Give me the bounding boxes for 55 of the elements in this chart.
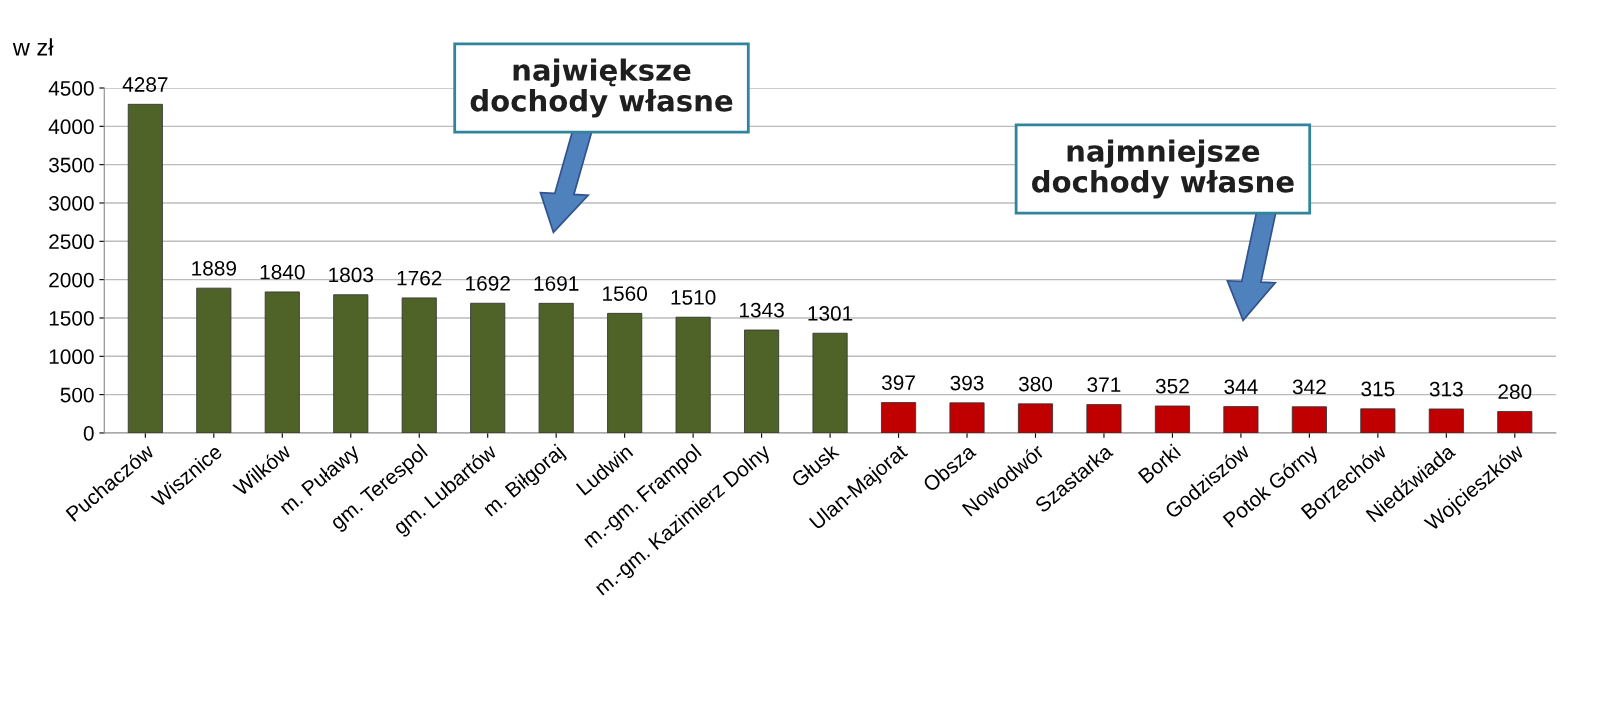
data-label: 1510 — [671, 290, 716, 305]
data-label: 352 — [1155, 378, 1189, 394]
data-label: 380 — [1018, 376, 1053, 392]
data-label: 397 — [881, 375, 915, 391]
data-label: 1691 — [534, 276, 579, 291]
data-label: 1889 — [192, 260, 236, 276]
data-label: 1840 — [260, 264, 305, 280]
data-label: 1762 — [397, 270, 442, 286]
y-tick-label: 1000 — [49, 349, 94, 365]
data-label: 393 — [950, 375, 984, 391]
bar — [1086, 404, 1122, 433]
y-axis-title: w zł — [12, 38, 54, 56]
bar — [949, 402, 985, 433]
data-label: 1803 — [329, 267, 374, 283]
y-tick-label: 4500 — [48, 81, 94, 96]
y-tick-label: 3000 — [48, 195, 94, 211]
bar — [127, 103, 163, 433]
data-label: 313 — [1429, 381, 1463, 397]
y-tick-label: 0 — [83, 425, 94, 441]
bar — [1017, 403, 1054, 433]
data-label: 342 — [1292, 379, 1326, 395]
annotation: najmniejsze dochody własne — [1032, 139, 1294, 199]
bar — [812, 332, 848, 433]
data-label: 315 — [1361, 381, 1395, 397]
bar — [881, 402, 917, 433]
bar — [196, 287, 232, 433]
y-tick-label: 1500 — [49, 310, 94, 326]
bar — [1154, 405, 1190, 433]
data-label: 1560 — [603, 286, 648, 301]
bar — [675, 316, 711, 433]
data-label: 1692 — [466, 276, 510, 291]
bar — [538, 302, 574, 433]
bar — [744, 329, 780, 433]
annotation: największe dochody własne — [470, 58, 733, 118]
data-label: 4287 — [122, 77, 168, 92]
bar — [1497, 411, 1533, 433]
y-tick-label: 2500 — [49, 234, 94, 250]
y-tick-label: 2000 — [49, 272, 94, 288]
data-label: 280 — [1498, 384, 1532, 400]
bar — [1428, 408, 1464, 433]
data-label: 371 — [1087, 377, 1121, 393]
bar — [607, 312, 643, 433]
bar — [470, 302, 506, 433]
bar — [333, 294, 369, 433]
y-tick-label: 500 — [60, 387, 94, 403]
bar — [401, 297, 437, 433]
y-tick-label: 3500 — [48, 157, 94, 173]
data-label: 344 — [1224, 379, 1258, 395]
bar — [1291, 406, 1327, 433]
y-tick-label: 4000 — [48, 119, 94, 135]
data-label: 1301 — [808, 306, 853, 321]
bar — [1223, 406, 1259, 433]
data-label: 1343 — [740, 302, 784, 318]
bar — [1360, 408, 1396, 433]
bar — [264, 291, 300, 433]
